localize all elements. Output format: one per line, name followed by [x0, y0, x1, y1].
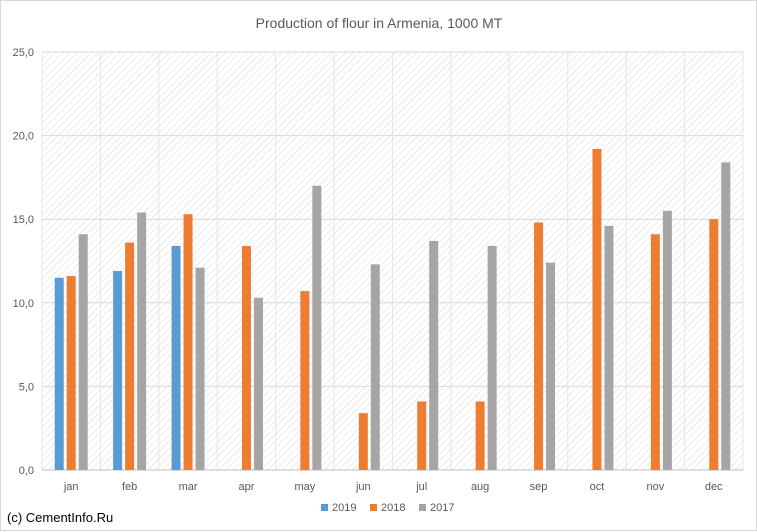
x-tick-label: mar [179, 481, 198, 493]
x-tick-label: oct [590, 481, 605, 493]
x-tick-label: dec [705, 481, 723, 493]
bar-2018-may [300, 291, 310, 470]
x-tick-label: aug [471, 481, 489, 493]
bar-2018-aug [475, 401, 485, 470]
x-tick-label: jun [355, 481, 371, 493]
bar-2018-oct [592, 148, 602, 470]
bar-2018-jul [417, 401, 427, 470]
x-tick-label: may [294, 481, 315, 493]
bar-2017-apr [253, 297, 263, 470]
bar-2017-may [312, 185, 322, 470]
y-tick-label: 20,0 [13, 131, 34, 143]
x-tick-label: feb [122, 481, 137, 493]
bar-2017-jul [429, 240, 439, 470]
bar-2017-sep [546, 262, 556, 470]
x-tick-label: sep [530, 481, 548, 493]
legend-label-2019: 2019 [332, 502, 356, 514]
bar-2017-dec [721, 162, 731, 471]
bar-2017-aug [487, 245, 497, 470]
bar-2017-feb [137, 212, 147, 470]
bar-2018-dec [709, 219, 719, 470]
bar-2018-apr [241, 245, 251, 470]
bar-2018-sep [534, 222, 544, 470]
plot-area: 0,0 5,0 10,0 15,0 20,0 25,0 jan feb mar apr may jun… [13, 47, 744, 493]
x-tick-label: apr [239, 481, 255, 493]
bar-2017-oct [604, 225, 614, 470]
legend-swatch-2017 [419, 504, 426, 511]
y-tick-label: 25,0 [13, 47, 34, 59]
bar-2019-jan [54, 277, 64, 470]
bar-2018-jan [66, 276, 76, 470]
legend: 2019 2018 2017 [321, 502, 454, 514]
bar-2019-feb [113, 271, 123, 470]
x-tick-label: jul [415, 481, 427, 493]
bar-2017-nov [662, 210, 672, 470]
bar-2017-jun [370, 264, 380, 470]
x-tick-label: nov [647, 481, 665, 493]
y-tick-label: 5,0 [19, 381, 34, 393]
copyright-text: (c) CementInfo.Ru [7, 510, 114, 525]
legend-label-2017: 2017 [430, 502, 454, 514]
bar-2017-jan [78, 234, 88, 470]
legend-label-2018: 2018 [381, 502, 405, 514]
y-tick-label: 0,0 [19, 465, 34, 477]
y-tick-label: 10,0 [13, 298, 34, 310]
y-tick-label: 15,0 [13, 214, 34, 226]
bar-2018-feb [125, 242, 135, 470]
chart-title: Production of flour in Armenia, 1000 MT [256, 15, 503, 31]
x-tick-label: jan [63, 481, 79, 493]
bar-2018-nov [650, 234, 660, 470]
bar-2017-mar [195, 267, 205, 470]
bar-2018-mar [183, 214, 193, 470]
bar-2018-jun [358, 413, 368, 470]
legend-swatch-2018 [370, 504, 377, 511]
legend-swatch-2019 [321, 504, 328, 511]
bar-2019-mar [171, 245, 181, 470]
